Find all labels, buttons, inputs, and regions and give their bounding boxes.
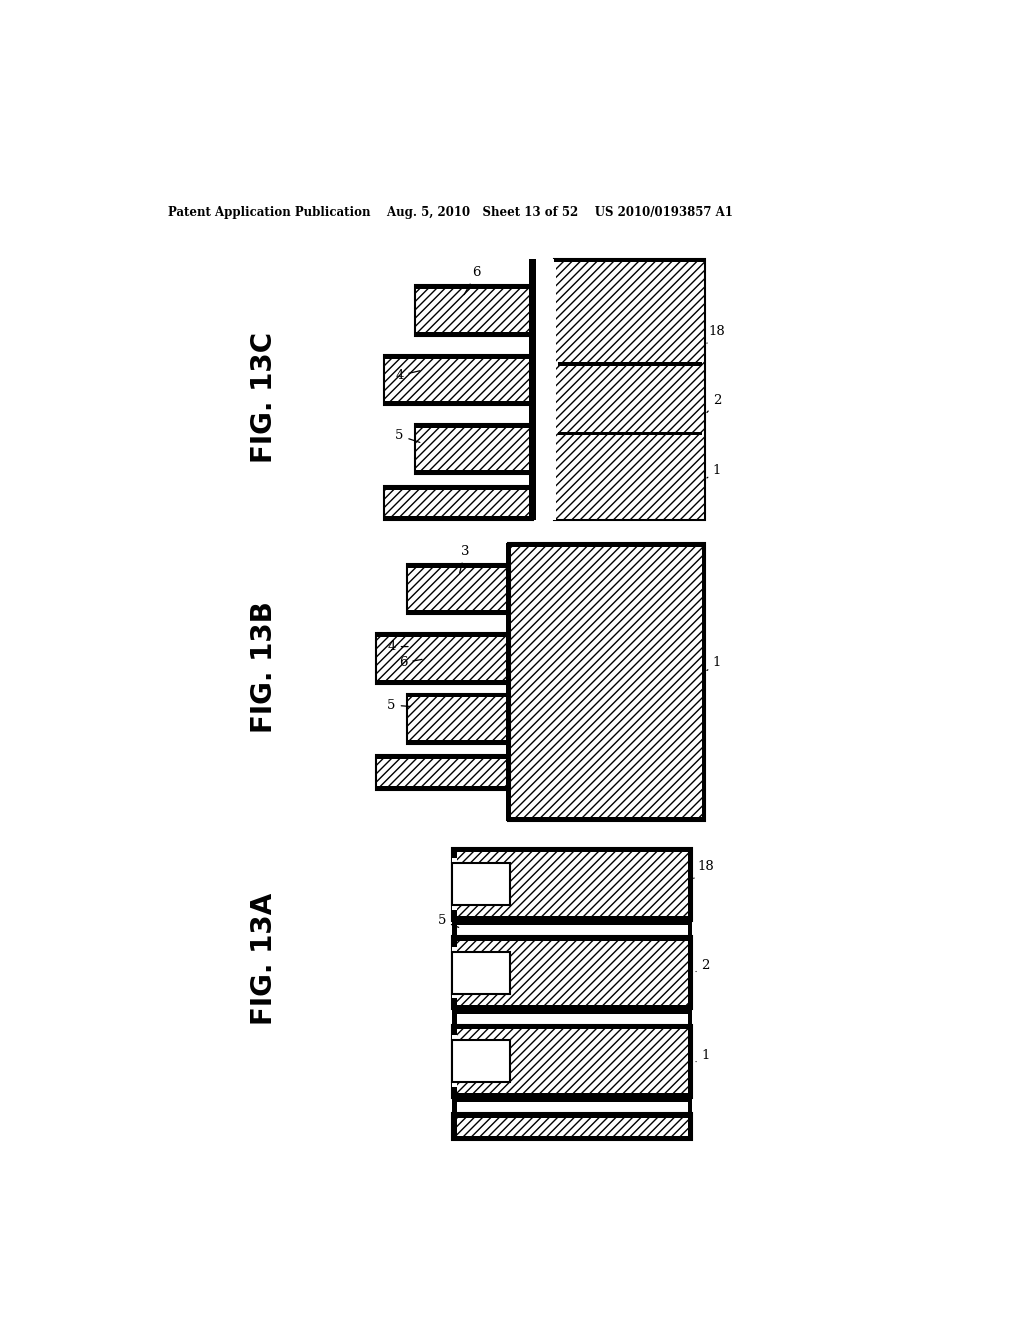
- Bar: [452, 1135, 692, 1140]
- Bar: [407, 693, 510, 697]
- Bar: [452, 847, 457, 1140]
- Bar: [687, 847, 692, 1140]
- Bar: [701, 544, 706, 821]
- Bar: [384, 401, 532, 405]
- Bar: [452, 863, 510, 906]
- Text: 1: 1: [696, 1049, 710, 1063]
- Bar: [558, 363, 701, 366]
- Bar: [415, 424, 532, 428]
- Text: 18: 18: [707, 325, 725, 343]
- Bar: [452, 1040, 510, 1082]
- Bar: [415, 285, 532, 289]
- Text: FIG. 13A: FIG. 13A: [250, 894, 278, 1026]
- Bar: [452, 936, 692, 1010]
- Bar: [452, 952, 510, 994]
- Bar: [508, 544, 706, 548]
- Text: FIG. 13C: FIG. 13C: [250, 331, 278, 463]
- Bar: [407, 564, 510, 568]
- Bar: [407, 610, 510, 614]
- Bar: [415, 470, 532, 474]
- Bar: [452, 1093, 692, 1098]
- Bar: [452, 1035, 457, 1086]
- Bar: [376, 634, 510, 684]
- Bar: [407, 739, 510, 743]
- Bar: [376, 634, 510, 638]
- Bar: [415, 285, 532, 335]
- Bar: [384, 355, 532, 405]
- Bar: [384, 486, 532, 520]
- Text: 4: 4: [387, 640, 409, 653]
- Bar: [554, 259, 706, 520]
- Bar: [508, 817, 706, 821]
- Bar: [376, 785, 510, 789]
- Bar: [452, 916, 692, 921]
- Text: 6: 6: [399, 656, 422, 669]
- Bar: [531, 259, 556, 520]
- Bar: [452, 1113, 692, 1118]
- Bar: [407, 693, 510, 743]
- Bar: [452, 1024, 692, 1098]
- Text: 5: 5: [387, 698, 411, 711]
- Bar: [452, 1024, 692, 1030]
- Bar: [508, 544, 706, 821]
- Text: 18: 18: [693, 861, 714, 878]
- Text: 3: 3: [460, 545, 469, 573]
- Bar: [376, 680, 510, 684]
- Bar: [452, 847, 692, 921]
- Text: Patent Application Publication    Aug. 5, 2010   Sheet 13 of 52    US 2010/01938: Patent Application Publication Aug. 5, 2…: [168, 206, 733, 219]
- Bar: [415, 331, 532, 335]
- Text: 6: 6: [464, 265, 481, 294]
- Text: 4: 4: [395, 370, 420, 381]
- Bar: [452, 1113, 692, 1140]
- Bar: [452, 946, 457, 998]
- Bar: [384, 516, 532, 520]
- Bar: [376, 755, 510, 759]
- Bar: [384, 355, 532, 359]
- Bar: [415, 424, 532, 474]
- Bar: [376, 755, 510, 789]
- Bar: [554, 259, 706, 263]
- Text: 1: 1: [707, 463, 721, 478]
- Bar: [506, 544, 511, 821]
- Bar: [407, 564, 510, 614]
- Bar: [452, 847, 692, 853]
- Text: 2: 2: [707, 395, 721, 412]
- Text: 5: 5: [437, 915, 459, 928]
- Bar: [452, 1005, 692, 1010]
- Text: 1: 1: [707, 656, 721, 671]
- Bar: [452, 921, 692, 925]
- Bar: [529, 259, 536, 520]
- Bar: [384, 486, 532, 490]
- Bar: [452, 1010, 692, 1014]
- Bar: [558, 432, 701, 434]
- Bar: [452, 936, 692, 941]
- Bar: [452, 858, 457, 909]
- Text: 2: 2: [696, 958, 710, 972]
- Text: FIG. 13B: FIG. 13B: [250, 601, 278, 733]
- Text: 5: 5: [395, 429, 420, 442]
- Bar: [452, 1098, 692, 1102]
